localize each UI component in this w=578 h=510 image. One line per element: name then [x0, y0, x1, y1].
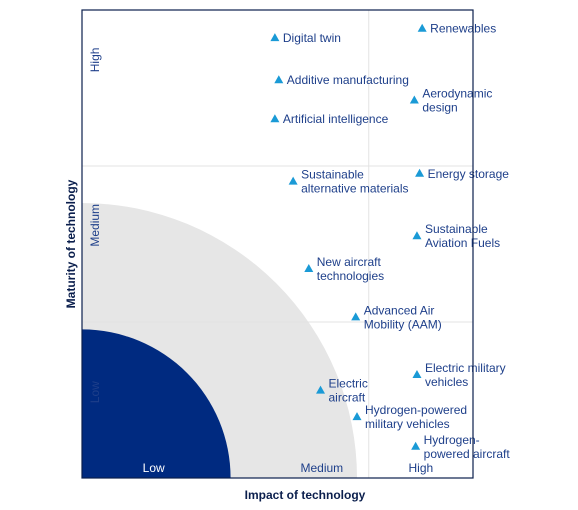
point-label: military vehicles [365, 417, 450, 431]
triangle-marker-icon [412, 231, 422, 240]
point-label: Artificial intelligence [283, 112, 389, 126]
zone-labels: Low Medium High Low Medium High [88, 48, 433, 475]
triangle-marker-icon [270, 33, 280, 42]
point-label: Digital twin [283, 31, 341, 45]
data-point: Artificial intelligence [270, 112, 389, 126]
y-axis-title: Maturity of technology [64, 179, 78, 308]
triangle-marker-icon [411, 441, 421, 450]
y-zone-label-low: Low [88, 381, 102, 403]
y-zone-label-medium: Medium [88, 204, 102, 247]
triangle-marker-icon [270, 114, 280, 123]
chart-frame [81, 9, 474, 479]
point-label: alternative materials [301, 182, 408, 196]
point-label: Sustainable [301, 168, 364, 182]
triangle-marker-icon [352, 412, 362, 421]
point-label: Sustainable [425, 222, 488, 236]
chart-gridlines [82, 10, 473, 478]
data-point: Energy storage [415, 167, 509, 181]
x-zone-label-low: Low [143, 461, 165, 475]
point-label: Aviation Fuels [425, 236, 500, 250]
point-label: technologies [317, 269, 384, 283]
point-label: Energy storage [428, 167, 510, 181]
point-label: Aerodynamic [422, 86, 492, 100]
triangle-marker-icon [351, 312, 361, 321]
triangle-marker-icon [415, 168, 425, 177]
chart-background [82, 202, 358, 478]
point-label: design [422, 100, 457, 114]
x-axis-title: Impact of technology [245, 488, 366, 502]
data-point: Hydrogen-powered aircraft [411, 433, 510, 461]
point-label: Electric [329, 377, 368, 391]
triangle-marker-icon [316, 385, 326, 394]
point-label: Additive manufacturing [287, 73, 409, 87]
point-label: Hydrogen- [424, 433, 480, 447]
triangle-marker-icon [274, 75, 284, 84]
x-zone-label-medium: Medium [300, 461, 343, 475]
point-label: Hydrogen-powered [365, 403, 467, 417]
point-label: aircraft [329, 391, 366, 405]
point-label: Advanced Air [364, 303, 435, 317]
triangle-marker-icon [288, 176, 298, 185]
triangle-marker-icon [412, 370, 422, 379]
point-label: Electric military [425, 361, 506, 375]
point-label: Mobility (AAM) [364, 317, 442, 331]
x-zone-label-high: High [409, 461, 434, 475]
low-region [82, 329, 231, 478]
data-point: Renewables [417, 22, 496, 36]
triangle-marker-icon [417, 23, 427, 32]
y-zone-label-high: High [88, 48, 102, 73]
triangle-marker-icon [409, 95, 419, 104]
point-label: vehicles [425, 375, 468, 389]
data-point: Digital twin [270, 31, 341, 45]
point-label: powered aircraft [424, 447, 511, 461]
point-label: Renewables [430, 22, 496, 36]
data-point: Additive manufacturing [274, 73, 409, 87]
data-points: Digital twin Additive manufacturing Artifi… [270, 22, 510, 461]
plot-border [81, 9, 474, 479]
triangle-marker-icon [304, 263, 314, 272]
point-label: New aircraft [317, 255, 382, 269]
